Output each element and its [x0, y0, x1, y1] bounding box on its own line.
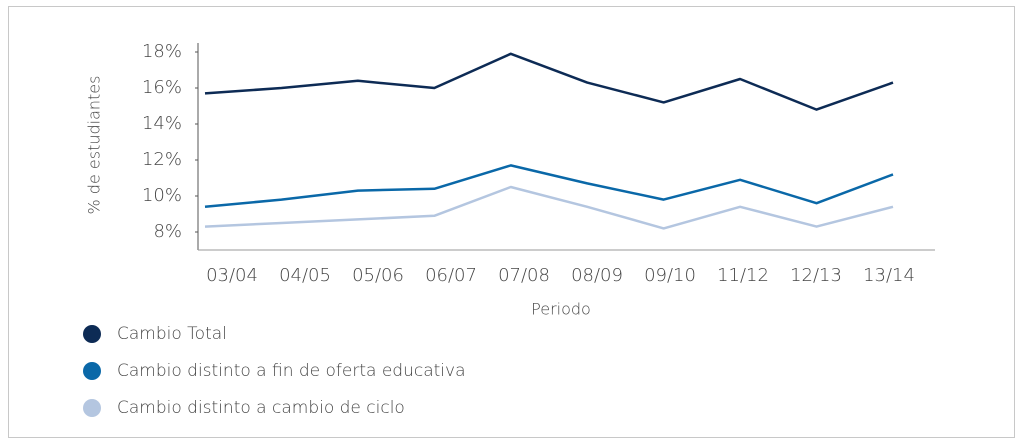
legend-label: Cambio distinto a cambio de ciclo — [117, 398, 405, 418]
x-tick-label: 11/12 — [717, 265, 769, 286]
x-tick-label: 08/09 — [571, 265, 623, 286]
series-line — [204, 52, 894, 111]
legend-marker — [83, 325, 101, 343]
series-line — [204, 185, 894, 230]
x-tick-label: 09/10 — [644, 265, 696, 286]
x-axis-label: Periodo — [531, 300, 591, 319]
legend-marker — [83, 399, 101, 417]
legend-label: Cambio distinto a fin de oferta educativ… — [117, 361, 466, 381]
y-tick-label: 8% — [153, 221, 182, 242]
y-tick-label: 14% — [142, 113, 182, 134]
legend-label: Cambio Total — [117, 324, 227, 344]
y-tick-label: 10% — [142, 185, 182, 206]
x-tick-label: 13/14 — [863, 265, 915, 286]
legend-marker — [83, 362, 101, 380]
frame — [8, 6, 1015, 438]
x-tick-label: 12/13 — [790, 265, 842, 286]
x-tick-label: 07/08 — [498, 265, 550, 286]
y-tick-label: 16% — [142, 77, 182, 98]
y-axis-label: % de estudiantes — [85, 76, 104, 215]
y-tick-label: 12% — [142, 149, 182, 170]
series-line — [204, 164, 894, 209]
x-tick-label: 06/07 — [425, 265, 477, 286]
y-tick-label: 18% — [142, 41, 182, 62]
x-tick-label: 04/05 — [279, 265, 331, 286]
x-tick-label: 05/06 — [352, 265, 404, 286]
x-tick-label: 03/04 — [206, 265, 258, 286]
